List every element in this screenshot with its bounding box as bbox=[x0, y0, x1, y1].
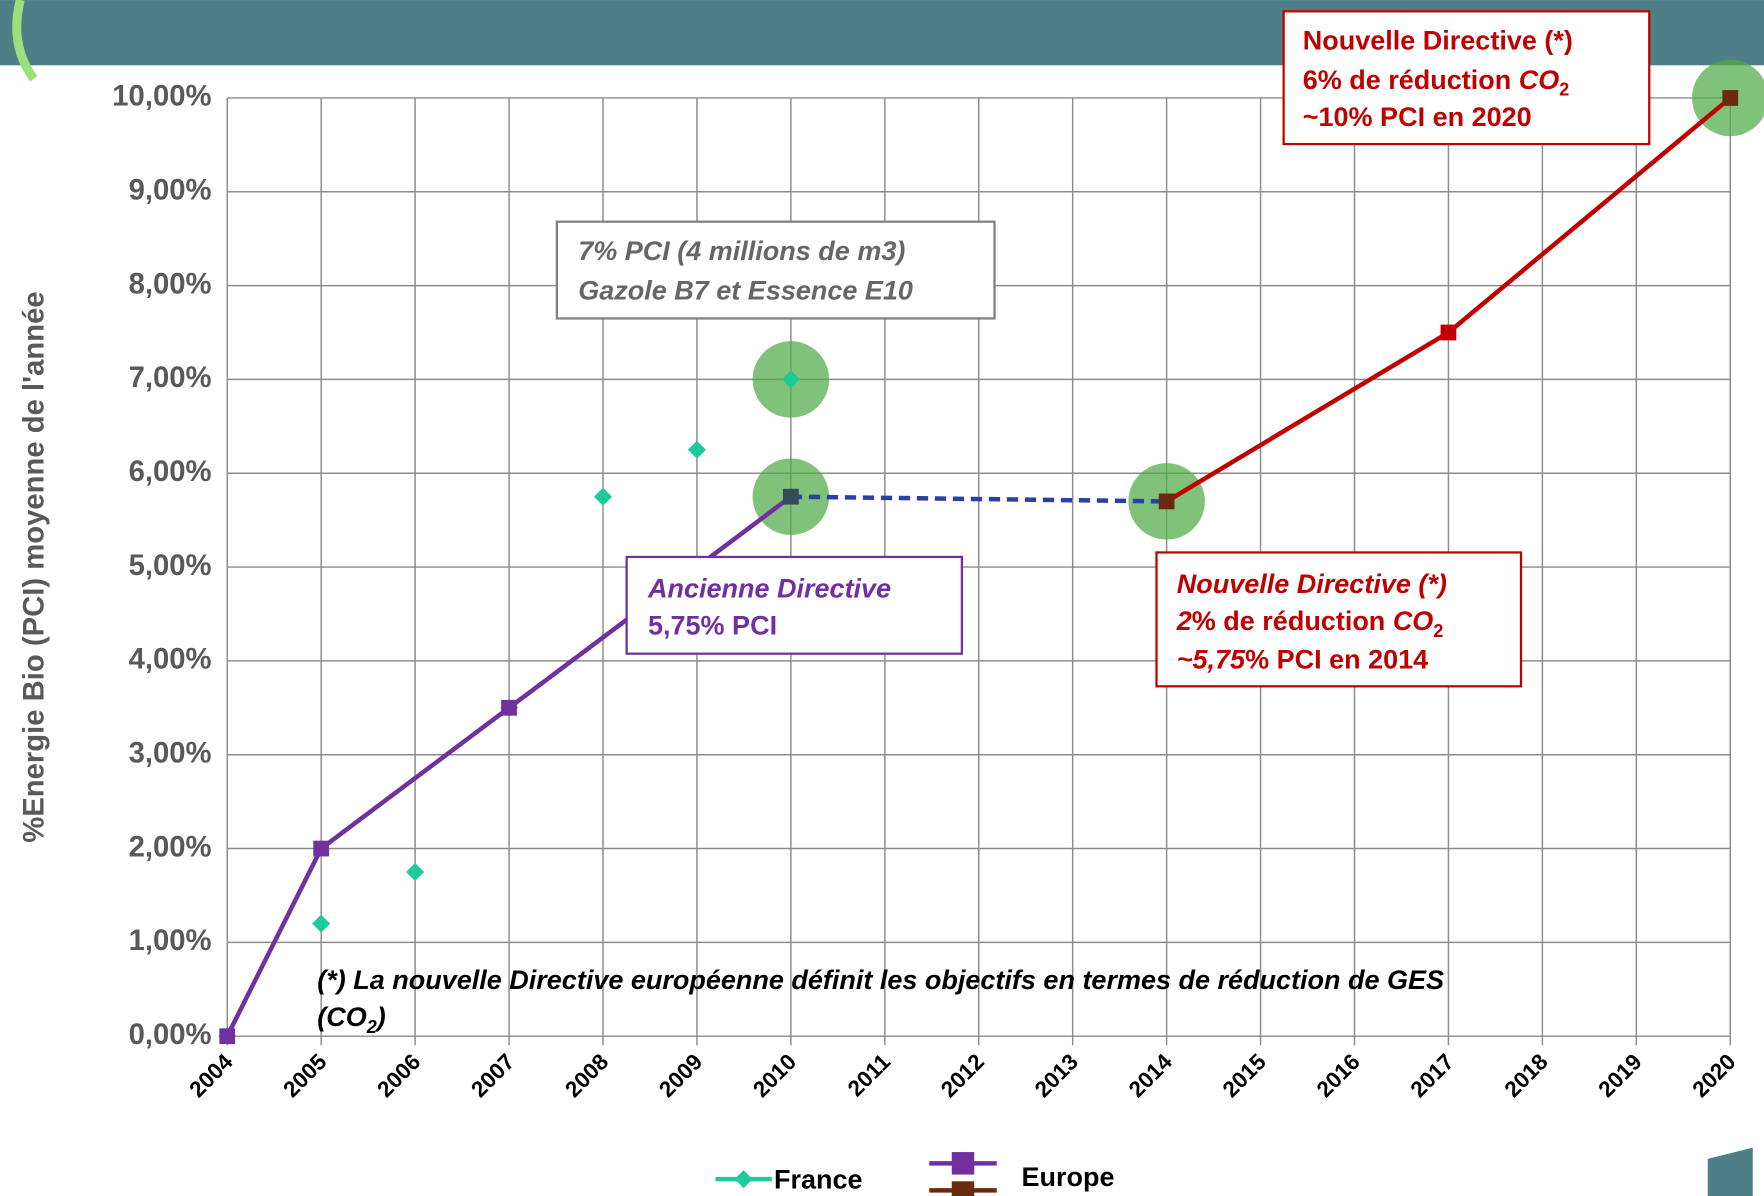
annotation-line: Gazole B7 et Essence E10 bbox=[578, 275, 913, 305]
line-segment bbox=[1165, 330, 1450, 504]
x-tick-label: 2009 bbox=[654, 1049, 707, 1102]
marker bbox=[1158, 493, 1175, 510]
legend-marker bbox=[734, 1170, 753, 1189]
annotation-subscript: 2 bbox=[1559, 80, 1569, 100]
y-tick-label: 2,00% bbox=[129, 831, 212, 863]
x-tick-label: 2011 bbox=[843, 1049, 895, 1101]
annotation-part: % de réduction bbox=[1192, 606, 1393, 636]
y-tick-label: 5,00% bbox=[129, 550, 212, 582]
annotation-line: ~10% PCI en 2020 bbox=[1303, 102, 1532, 132]
legend-label: Europe bbox=[1022, 1162, 1115, 1192]
footnote-part: ) bbox=[374, 1002, 386, 1032]
marker bbox=[313, 840, 330, 857]
x-tick-label: 2006 bbox=[372, 1049, 425, 1102]
annotation-line: Nouvelle Directive (*) bbox=[1177, 569, 1447, 599]
marker bbox=[594, 487, 612, 506]
y-tick-label: 1,00% bbox=[129, 925, 212, 957]
annotation: Ancienne Directive 5,75% PCI bbox=[647, 573, 899, 640]
x-tick-label: 2013 bbox=[1030, 1049, 1083, 1102]
legend-label: France bbox=[774, 1164, 863, 1194]
annotation: Nouvelle Directive (*) 6% de réduction C… bbox=[1303, 26, 1581, 133]
x-tick-label: 2015 bbox=[1218, 1049, 1271, 1102]
footnote-part: (CO bbox=[317, 1002, 367, 1032]
y-tick-label: 10,00% bbox=[112, 81, 211, 113]
annotation-box bbox=[555, 220, 996, 320]
marker bbox=[501, 699, 517, 716]
y-tick-label: 3,00% bbox=[129, 737, 212, 769]
x-tick-label: 2010 bbox=[748, 1049, 801, 1102]
annotation-line: 7% PCI (4 millions de m3) bbox=[578, 236, 905, 266]
marker bbox=[781, 370, 800, 389]
x-tick-label: 2020 bbox=[1687, 1049, 1740, 1102]
annotation-box bbox=[1282, 10, 1651, 146]
logo-arc bbox=[12, 0, 38, 82]
marker bbox=[219, 1028, 236, 1045]
line-segment bbox=[790, 494, 1167, 504]
legend-marker bbox=[951, 1152, 975, 1175]
marker bbox=[1440, 324, 1457, 341]
marker bbox=[406, 862, 425, 881]
annotation-line: 5,75% PCI bbox=[648, 611, 777, 641]
line-segment bbox=[1446, 96, 1732, 335]
annotation-part: CO bbox=[1519, 65, 1560, 95]
plot bbox=[218, 59, 1764, 1046]
y-tick-label: 8,00% bbox=[129, 268, 212, 300]
marker bbox=[1722, 90, 1739, 106]
x-tick-label: 2017 bbox=[1406, 1049, 1459, 1102]
y-tick-label: 7,00% bbox=[129, 362, 212, 394]
x-tick-label: 2005 bbox=[278, 1049, 331, 1102]
annotation-part: % PCI en 2014 bbox=[1245, 644, 1428, 674]
x-tick-label: 2019 bbox=[1594, 1049, 1647, 1102]
footnote-subscript: 2 bbox=[366, 1017, 377, 1037]
annotation-part: 2 bbox=[1176, 606, 1192, 636]
annotation-line: 6% de réduction bbox=[1303, 65, 1519, 95]
x-tick-label: 2016 bbox=[1312, 1049, 1365, 1102]
x-tick-label: 2007 bbox=[466, 1049, 519, 1102]
annotation-box bbox=[1155, 551, 1523, 688]
marker bbox=[312, 914, 331, 933]
footnote: (*) La nouvelle Directive européenne déf… bbox=[317, 965, 1451, 1037]
annotation: 7% PCI (4 millions de m3) Gazole B7 et E… bbox=[578, 236, 913, 305]
logo bbox=[1707, 1147, 1753, 1196]
y-tick-label: 9,00% bbox=[129, 174, 212, 206]
y-tick-label: 0,00% bbox=[129, 1019, 212, 1051]
annotation-line: Nouvelle Directive (*) bbox=[1303, 26, 1573, 56]
marker bbox=[783, 488, 799, 505]
x-tick-label: 2018 bbox=[1500, 1049, 1553, 1102]
x-tick-label: 2008 bbox=[560, 1049, 613, 1102]
legend: France Europe bbox=[715, 1152, 1115, 1196]
footnote-line: (*) La nouvelle Directive européenne déf… bbox=[317, 965, 1444, 995]
x-tick-label: 2014 bbox=[1124, 1049, 1177, 1102]
annotation: Nouvelle Directive (*) 2% de réduction C… bbox=[1176, 569, 1455, 674]
y-tick-label: 4,00% bbox=[129, 644, 212, 676]
x-tick-label: 2012 bbox=[936, 1049, 989, 1102]
annotation-part: CO bbox=[1393, 606, 1434, 636]
y-tick-label: 6,00% bbox=[129, 456, 212, 488]
x-tick-label: 2004 bbox=[184, 1049, 237, 1102]
y-axis-label: %Energie Bio (PCI) moyenne de l'année bbox=[19, 291, 51, 842]
annotation-box bbox=[625, 555, 963, 655]
annotation-part: ~5,75 bbox=[1177, 644, 1246, 674]
annotation-subscript: 2 bbox=[1433, 621, 1443, 641]
line-segment bbox=[319, 705, 511, 851]
legend-marker bbox=[951, 1181, 975, 1196]
line-segment bbox=[225, 847, 324, 1038]
marker bbox=[687, 440, 706, 459]
annotation-line: Ancienne Directive bbox=[647, 573, 891, 603]
